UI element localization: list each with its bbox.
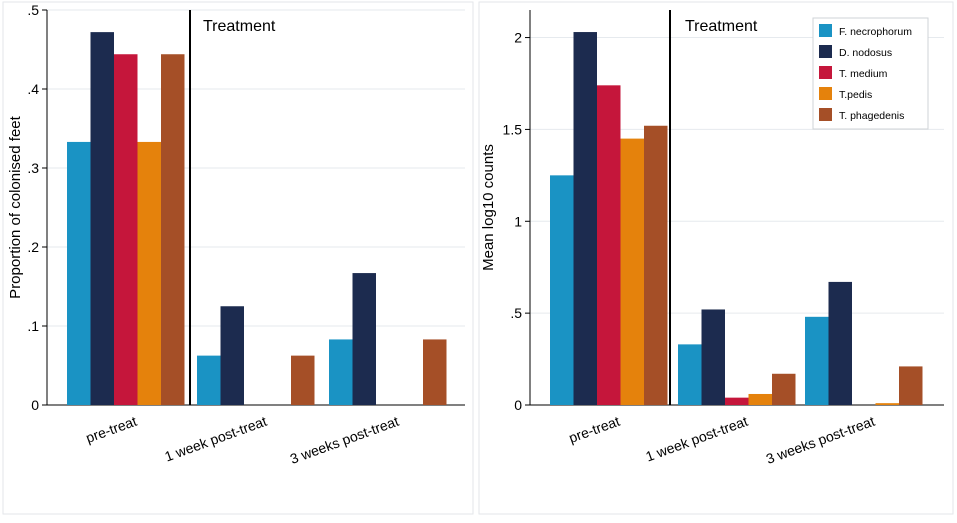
x-tick-label: pre-treat bbox=[84, 413, 139, 446]
bar-t-phagedenis-2 bbox=[772, 373, 796, 405]
x-tick-label: 3 weeks post-treat bbox=[764, 413, 877, 467]
x-tick-label: pre-treat bbox=[567, 413, 622, 446]
y-tick-label: .1 bbox=[27, 318, 39, 334]
legend-label: T.pedis bbox=[839, 89, 872, 101]
bar-t-phagedenis-1 bbox=[161, 54, 185, 406]
bar-t-phagedenis-3 bbox=[899, 366, 923, 405]
bar-f-necrophorum-3 bbox=[329, 339, 353, 405]
y-axis-label: Proportion of colonised feet bbox=[7, 115, 24, 298]
bar-d-nodosus-1 bbox=[573, 32, 597, 406]
bar-d-nodosus-1 bbox=[90, 32, 114, 406]
bar-t-medium-1 bbox=[597, 85, 621, 405]
bar-t-medium-2 bbox=[725, 397, 749, 405]
y-tick-label: 0 bbox=[514, 397, 522, 413]
legend-swatch bbox=[819, 45, 832, 58]
bar-f-necrophorum-2 bbox=[678, 344, 702, 405]
legend-box bbox=[812, 17, 929, 130]
bar-f-necrophorum-3 bbox=[805, 316, 829, 405]
panel-border bbox=[2, 1, 474, 515]
bar-t-pedis-3 bbox=[875, 403, 899, 405]
y-tick-label: 2 bbox=[514, 30, 522, 46]
legend-label: T. phagedenis bbox=[839, 110, 904, 122]
y-tick-label: 0 bbox=[31, 397, 39, 413]
bar-t-phagedenis-2 bbox=[291, 355, 315, 405]
bar-d-nodosus-2 bbox=[701, 309, 725, 405]
legend-swatch bbox=[819, 24, 832, 37]
y-tick-label: .4 bbox=[27, 81, 39, 97]
panel-border bbox=[478, 1, 954, 515]
bar-t-pedis-1 bbox=[620, 138, 644, 405]
legend-label: D. nodosus bbox=[839, 47, 892, 59]
bar-f-necrophorum-2 bbox=[197, 355, 221, 405]
x-tick-label: 1 week post-treat bbox=[162, 413, 268, 465]
bar-d-nodosus-3 bbox=[828, 281, 852, 405]
legend-swatch bbox=[819, 108, 832, 121]
y-tick-label: .5 bbox=[510, 305, 522, 321]
bar-d-nodosus-3 bbox=[352, 273, 376, 405]
y-axis-label: Mean log10 counts bbox=[480, 144, 497, 271]
y-tick-label: .5 bbox=[27, 2, 39, 18]
bar-t-phagedenis-1 bbox=[644, 125, 668, 405]
chart-panel-2: 0 .5 1 1.5 2 Mean log10 counts Treatment pre-tr… bbox=[478, 1, 954, 515]
y-tick-label: 1 bbox=[514, 213, 522, 229]
bar-f-necrophorum-1 bbox=[550, 175, 574, 405]
treatment-annotation: Treatment bbox=[685, 18, 758, 35]
bar-f-necrophorum-1 bbox=[67, 141, 91, 405]
legend-swatch bbox=[819, 87, 832, 100]
y-tick-label: .2 bbox=[27, 239, 39, 255]
chart-panel-1: 0 .1 .2 .3 .4 .5 Proportion of colonised feet T… bbox=[2, 1, 474, 515]
treatment-annotation: Treatment bbox=[203, 18, 276, 35]
legend-swatch bbox=[819, 66, 832, 79]
bar-t-pedis-1 bbox=[137, 141, 161, 405]
legend-label: T. medium bbox=[839, 68, 888, 80]
x-tick-label: 3 weeks post-treat bbox=[288, 413, 401, 467]
y-tick-label: .3 bbox=[27, 160, 39, 176]
x-tick-label: 1 week post-treat bbox=[643, 413, 749, 465]
bar-t-phagedenis-3 bbox=[423, 339, 447, 405]
bar-t-medium-1 bbox=[114, 54, 138, 406]
bar-t-pedis-2 bbox=[748, 393, 772, 405]
legend-label: F. necrophorum bbox=[839, 26, 912, 38]
y-tick-label: 1.5 bbox=[503, 121, 523, 137]
bar-d-nodosus-2 bbox=[220, 306, 244, 405]
